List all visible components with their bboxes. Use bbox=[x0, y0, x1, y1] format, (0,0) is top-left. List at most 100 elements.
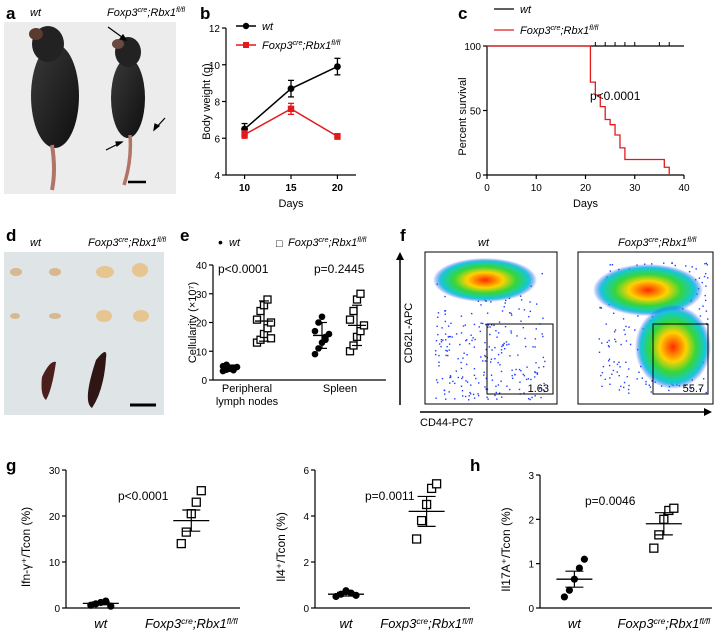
f-event bbox=[461, 377, 463, 380]
f-title-wt: wt bbox=[478, 237, 490, 249]
f-event bbox=[457, 358, 459, 360]
f-event bbox=[518, 388, 521, 391]
f-event bbox=[485, 377, 488, 380]
f-event bbox=[542, 317, 544, 319]
f-gate bbox=[486, 323, 554, 395]
f-event bbox=[444, 313, 446, 315]
e-point bbox=[356, 289, 365, 298]
f-event bbox=[520, 370, 522, 372]
f-event bbox=[695, 268, 697, 270]
f-event bbox=[699, 315, 702, 317]
f-event bbox=[465, 380, 467, 382]
e-legend-marker-mutant: □ bbox=[276, 238, 283, 250]
f-event bbox=[437, 312, 440, 314]
f-event bbox=[674, 264, 676, 267]
f-event bbox=[490, 361, 492, 363]
f-event bbox=[519, 295, 522, 297]
panel-b: b 4 6 8 10 12 10 15 20 Days Body weight (g) wt Foxp… bbox=[200, 4, 356, 210]
g1-y-tick-label: 20 bbox=[49, 512, 61, 523]
f-event bbox=[637, 315, 639, 317]
f-event bbox=[615, 340, 617, 343]
panel-label-c: c bbox=[458, 4, 467, 23]
f-event bbox=[460, 332, 463, 334]
e-x-category: Peripheral bbox=[222, 383, 272, 395]
g1-point bbox=[181, 527, 191, 537]
f-event bbox=[511, 377, 514, 380]
f-event bbox=[608, 364, 611, 367]
f-event bbox=[509, 388, 511, 391]
c-x-tick-label: 30 bbox=[629, 183, 641, 194]
f-event bbox=[616, 371, 618, 373]
f-event bbox=[623, 381, 626, 384]
f-density-population bbox=[593, 264, 703, 316]
e-point bbox=[322, 336, 329, 344]
f-event bbox=[703, 275, 706, 278]
f-event bbox=[488, 346, 491, 348]
c-x-label: Days bbox=[573, 198, 599, 210]
e-y-tick-label: 20 bbox=[196, 319, 208, 330]
f-event bbox=[494, 357, 496, 360]
f-event bbox=[509, 355, 511, 357]
f-event bbox=[636, 378, 638, 380]
panel-a: a wt Foxp3cre;Rbx1fl/fl bbox=[4, 4, 185, 194]
f-event bbox=[508, 312, 511, 314]
f-event bbox=[497, 353, 500, 356]
f-event bbox=[490, 374, 493, 376]
f-event bbox=[510, 330, 512, 332]
f-event bbox=[534, 371, 537, 374]
panel-c: c 0 50 100 0 10 20 30 40 Days Percent survival p<0… bbox=[457, 4, 690, 210]
f-event bbox=[598, 338, 600, 340]
e-y-tick-label: 0 bbox=[201, 376, 207, 387]
f-event bbox=[464, 324, 467, 326]
g1-y-tick-label: 10 bbox=[49, 558, 61, 569]
f-event bbox=[705, 285, 707, 287]
f-event bbox=[473, 374, 476, 377]
f-event bbox=[605, 323, 607, 325]
c-y-tick-label: 0 bbox=[475, 171, 481, 182]
e-y-label: Cellularity (×10⁷) bbox=[187, 282, 199, 363]
c-x-tick-label: 20 bbox=[580, 183, 592, 194]
e-y-tick-label: 30 bbox=[196, 290, 208, 301]
f-event bbox=[460, 367, 463, 370]
g2-y-label: Il4⁺/Tcon (%) bbox=[274, 512, 288, 582]
f-event bbox=[623, 386, 625, 389]
f-event bbox=[472, 337, 474, 339]
f-event bbox=[459, 343, 461, 346]
f-event bbox=[613, 361, 615, 363]
photo-lymph-nodes bbox=[10, 263, 149, 322]
panel-label-g: g bbox=[6, 456, 16, 475]
b-legend-label-mutant: Foxp3cre;Rbx1fl/fl bbox=[262, 39, 341, 52]
g1-y-tick-label: 0 bbox=[54, 604, 60, 615]
g1-point bbox=[176, 538, 186, 549]
f-event bbox=[608, 339, 610, 342]
f-event bbox=[628, 368, 630, 370]
photo-arrows bbox=[105, 26, 166, 151]
f-x-label: CD44-PC7 bbox=[420, 417, 473, 429]
f-event bbox=[502, 344, 505, 347]
chart-body-weight: 4 6 8 10 12 10 15 20 Days Body weight (g) wt Foxp3c… bbox=[201, 21, 356, 210]
f-event bbox=[438, 365, 440, 367]
f-event bbox=[698, 308, 701, 310]
f-event bbox=[437, 333, 439, 336]
f-event bbox=[448, 335, 451, 338]
f-event bbox=[623, 329, 625, 331]
g1-x-category-mutant: Foxp3cre;Rbx1fl/fl bbox=[145, 616, 239, 631]
g1-y-tick-label: 30 bbox=[49, 466, 61, 477]
b-point bbox=[287, 85, 295, 93]
g2-point bbox=[416, 515, 427, 526]
f-event bbox=[452, 380, 454, 383]
f-event bbox=[641, 377, 644, 379]
f-event bbox=[690, 387, 692, 390]
f-event bbox=[506, 385, 508, 387]
f-event bbox=[445, 349, 447, 352]
f-event bbox=[485, 323, 487, 326]
e-point bbox=[318, 313, 326, 321]
b-x-tick-label: 15 bbox=[285, 183, 297, 194]
f-event bbox=[496, 398, 498, 400]
photo-mouse-wt bbox=[29, 26, 79, 191]
f-event bbox=[523, 375, 526, 377]
f-event bbox=[495, 330, 497, 332]
f-event bbox=[438, 354, 440, 357]
f-event bbox=[706, 264, 709, 266]
f-event bbox=[484, 360, 487, 362]
